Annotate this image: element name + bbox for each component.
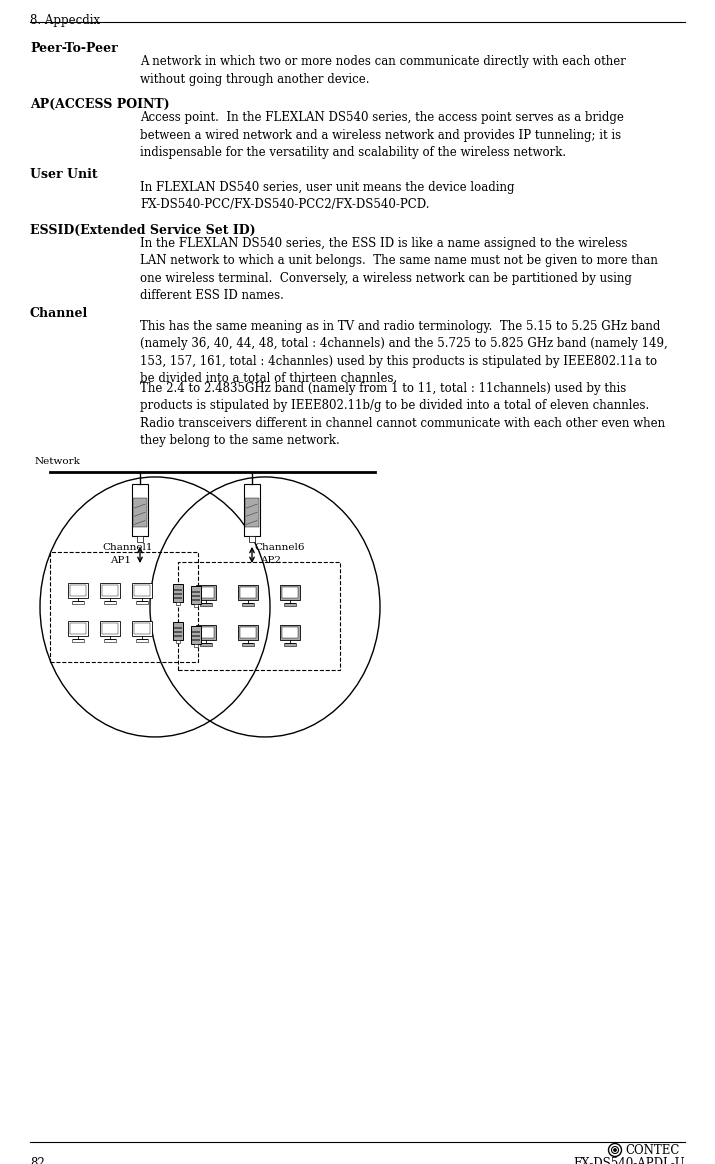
Text: 82: 82 [30, 1157, 45, 1164]
Bar [284, 603, 296, 606]
Bar [196, 585, 216, 599]
Bar [134, 623, 150, 634]
Bar [132, 583, 152, 598]
Bar [192, 591, 200, 592]
Text: CONTEC: CONTEC [625, 1143, 679, 1157]
Bar [100, 620, 120, 636]
Text: Channel6: Channel6 [254, 544, 305, 553]
Bar [174, 634, 182, 637]
Bar [238, 625, 258, 640]
Text: AP1: AP1 [110, 556, 131, 566]
Text: Access point.  In the FLEXLAN DS540 series, the access point serves as a bridge
: Access point. In the FLEXLAN DS540 serie… [140, 111, 624, 159]
Bar [104, 602, 116, 604]
Bar [173, 622, 183, 640]
Bar [191, 585, 201, 604]
Bar [68, 620, 88, 636]
Bar [245, 498, 259, 526]
Text: Network: Network [35, 457, 81, 466]
Bar [191, 626, 201, 644]
Bar [192, 634, 200, 637]
Text: User Unit: User Unit [30, 168, 98, 180]
Bar [238, 585, 258, 599]
Bar [192, 595, 200, 597]
Bar [194, 644, 198, 647]
Bar [244, 484, 260, 535]
Text: Channel1: Channel1 [102, 544, 152, 553]
Text: In the FLEXLAN DS540 series, the ESS ID is like a name assigned to the wireless
: In the FLEXLAN DS540 series, the ESS ID … [140, 236, 658, 303]
Bar [102, 623, 118, 634]
Bar [249, 535, 255, 542]
Bar [174, 597, 182, 599]
Bar [194, 604, 198, 606]
Text: A network in which two or more nodes can communicate directly with each other
wi: A network in which two or more nodes can… [140, 55, 626, 85]
Bar [136, 602, 148, 604]
Bar [70, 623, 86, 634]
Bar [282, 627, 298, 638]
Bar [198, 587, 214, 598]
Text: 8. Appecdix: 8. Appecdix [30, 14, 100, 27]
Circle shape [613, 1149, 616, 1151]
Bar [196, 625, 216, 640]
Bar [174, 627, 182, 629]
Text: Channel: Channel [30, 307, 88, 320]
Bar [280, 625, 300, 640]
Bar [242, 644, 254, 646]
Text: The 2.4 to 2.4835GHz band (namely from 1 to 11, total : 11channels) used by this: The 2.4 to 2.4835GHz band (namely from 1… [140, 382, 665, 447]
Bar [200, 603, 212, 606]
Bar [70, 585, 86, 596]
Text: Peer-To-Peer: Peer-To-Peer [30, 42, 118, 55]
Bar [174, 631, 182, 633]
Bar [72, 602, 84, 604]
Bar [284, 644, 296, 646]
Bar [280, 585, 300, 599]
Bar [192, 631, 200, 633]
Text: AP2: AP2 [260, 556, 281, 566]
Bar [173, 584, 183, 602]
Bar [100, 583, 120, 598]
Text: ESSID(Extended Service Set ID): ESSID(Extended Service Set ID) [30, 223, 256, 236]
Bar [132, 484, 148, 535]
Bar [240, 587, 256, 598]
Bar [104, 639, 116, 643]
Bar [132, 620, 152, 636]
Bar [137, 535, 143, 542]
Bar [136, 639, 148, 643]
Bar [50, 552, 198, 662]
Bar [102, 585, 118, 596]
Bar [134, 585, 150, 596]
Bar [133, 498, 147, 526]
Text: In FLEXLAN DS540 series, user unit means the device loading
FX-DS540-PCC/FX-DS54: In FLEXLAN DS540 series, user unit means… [140, 180, 515, 211]
Bar [192, 639, 200, 641]
Bar [72, 639, 84, 643]
Bar [174, 589, 182, 591]
Bar [176, 602, 180, 605]
Bar [200, 644, 212, 646]
Bar [240, 627, 256, 638]
Text: AP(ACCESS POINT): AP(ACCESS POINT) [30, 98, 169, 111]
Text: This has the same meaning as in TV and radio terminology.  The 5.15 to 5.25 GHz : This has the same meaning as in TV and r… [140, 320, 668, 385]
Bar [242, 603, 254, 606]
Bar [198, 627, 214, 638]
Bar [192, 599, 200, 601]
Bar [178, 562, 340, 670]
Bar [282, 587, 298, 598]
Text: FX-DS540-APDL-U: FX-DS540-APDL-U [573, 1157, 685, 1164]
Bar [176, 640, 180, 643]
Bar [174, 592, 182, 595]
Bar [68, 583, 88, 598]
